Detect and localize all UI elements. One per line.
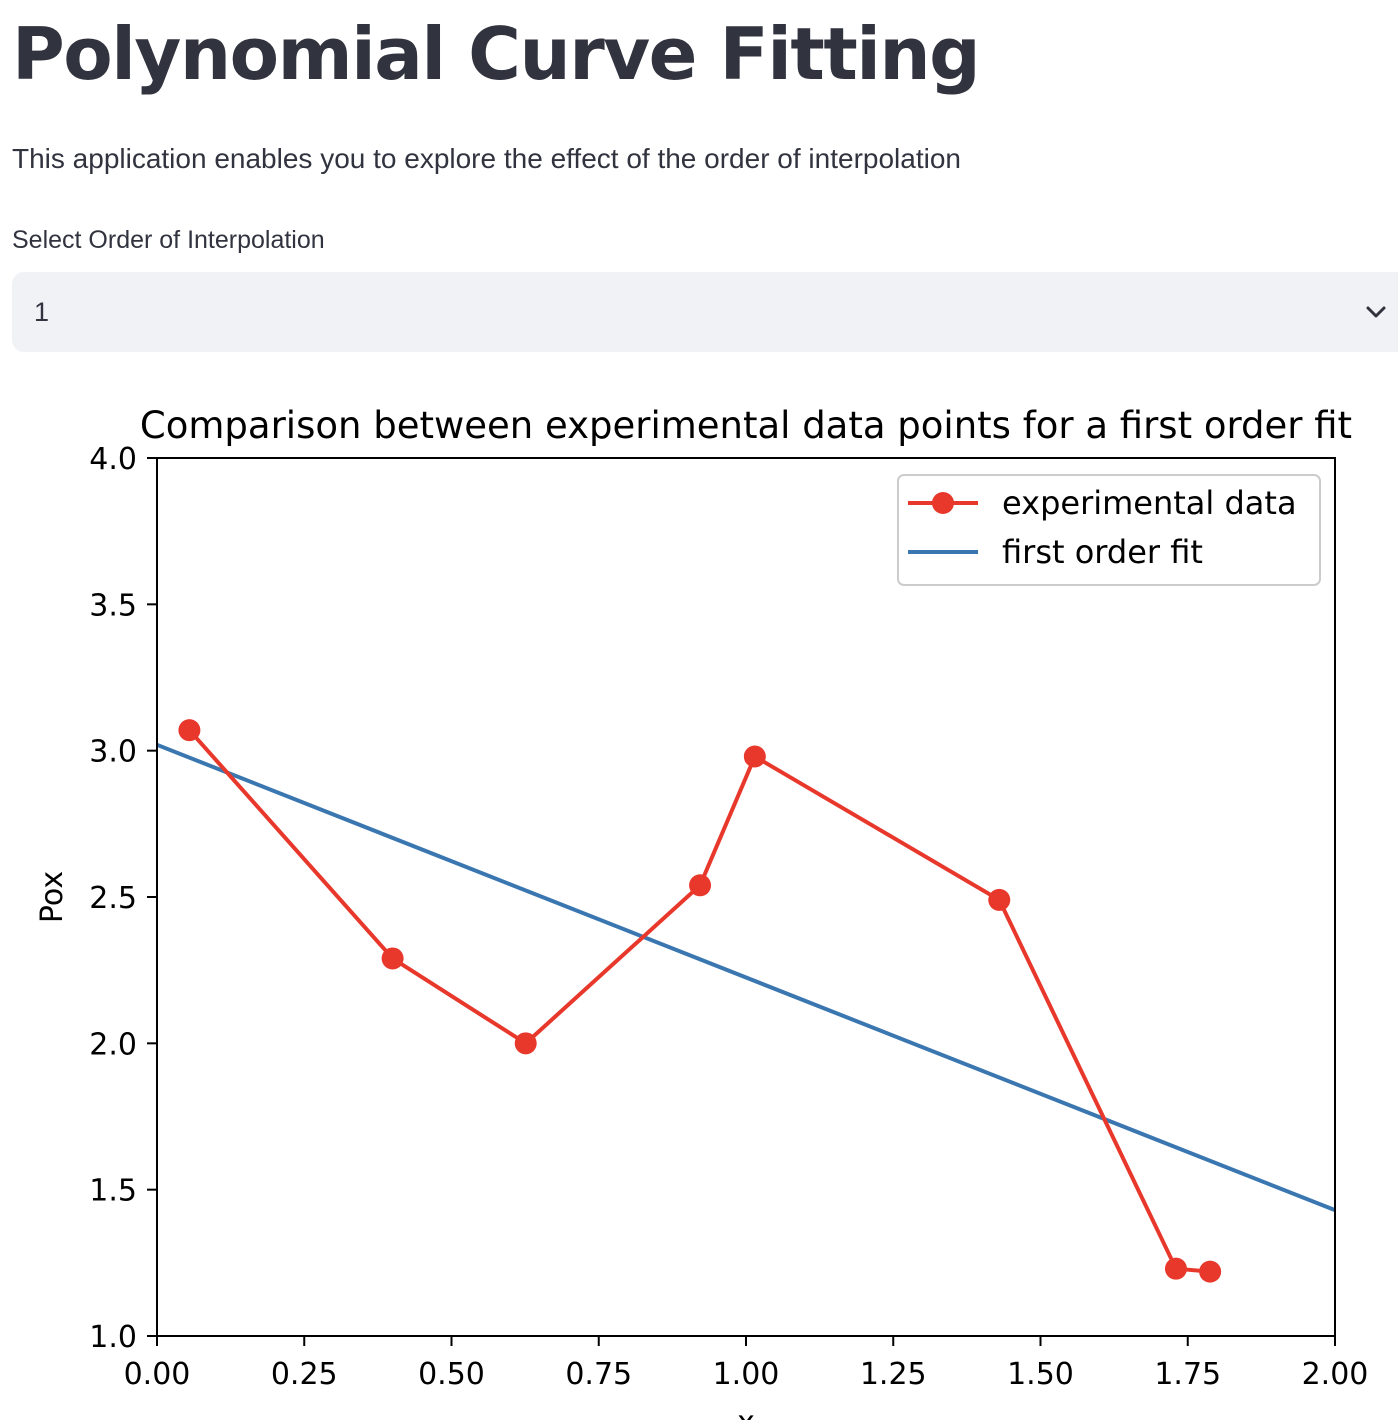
data-point-experimental-data	[381, 947, 404, 970]
plot-frame	[156, 457, 1336, 1337]
legend-label-first-order-fit: first order fit	[1002, 533, 1203, 571]
chart-title: Comparison between experimental data poi…	[140, 404, 1352, 447]
legend-label-experimental-data: experimental data	[1002, 484, 1297, 522]
page-title: Polynomial Curve Fitting	[12, 12, 981, 96]
y-tick-label: 3.5	[89, 588, 137, 623]
fit-chart: 0.00 0.25 0.50 0.75 1.00 1.25 1.50 1.75 2.00 1.0 1…	[35, 404, 1368, 1420]
chart-legend: experimental data first order fit	[897, 474, 1321, 586]
y-tick-label: 4.0	[89, 442, 137, 477]
ticks-layer: 0.00 0.25 0.50 0.75 1.00 1.25 1.50 1.75 2.00 1.0 1…	[89, 442, 1368, 1392]
order-select-value: 1	[34, 297, 50, 327]
data-point-experimental-data	[1164, 1257, 1187, 1280]
y-axis-label: Pox	[35, 871, 70, 923]
y-tick-label: 1.0	[89, 1320, 137, 1355]
data-point-experimental-data	[1199, 1260, 1222, 1283]
y-tick-label: 2.0	[89, 1027, 137, 1062]
data-layer	[178, 719, 1222, 1283]
y-tick-label: 3.0	[89, 735, 137, 770]
x-axis-label: x	[737, 1405, 755, 1420]
x-tick-label: 1.00	[713, 1357, 780, 1392]
order-select[interactable]: 1	[12, 272, 1398, 352]
chart-container: 0.00 0.25 0.50 0.75 1.00 1.25 1.50 1.75 2.00 1.0 1…	[0, 380, 1398, 1420]
data-point-experimental-data	[743, 745, 766, 768]
order-select-label: Select Order of Interpolation	[12, 226, 325, 254]
series-line-experimental-data	[187, 728, 1211, 1274]
x-tick-label: 0.25	[271, 1357, 338, 1392]
x-tick-label: 1.50	[1007, 1357, 1074, 1392]
y-tick-label: 2.5	[89, 881, 137, 916]
data-point-experimental-data	[689, 874, 712, 897]
fit-layer	[156, 742, 1336, 1213]
data-point-experimental-data	[514, 1032, 537, 1055]
x-tick-label: 0.50	[418, 1357, 485, 1392]
page-description: This application enables you to explore …	[12, 143, 961, 174]
chevron-down-icon	[1366, 306, 1386, 318]
y-tick-label: 1.5	[89, 1174, 137, 1209]
x-tick-label: 0.75	[565, 1357, 632, 1392]
legend-marker-experimental-data	[932, 492, 954, 514]
data-point-experimental-data	[178, 719, 201, 742]
x-tick-label: 1.25	[860, 1357, 927, 1392]
x-tick-label: 1.75	[1154, 1357, 1221, 1392]
data-point-experimental-data	[988, 888, 1011, 911]
x-tick-label: 2.00	[1302, 1357, 1369, 1392]
series-line-first-order-fit	[156, 742, 1336, 1213]
x-tick-label: 0.00	[124, 1357, 191, 1392]
legend-frame	[897, 474, 1321, 586]
